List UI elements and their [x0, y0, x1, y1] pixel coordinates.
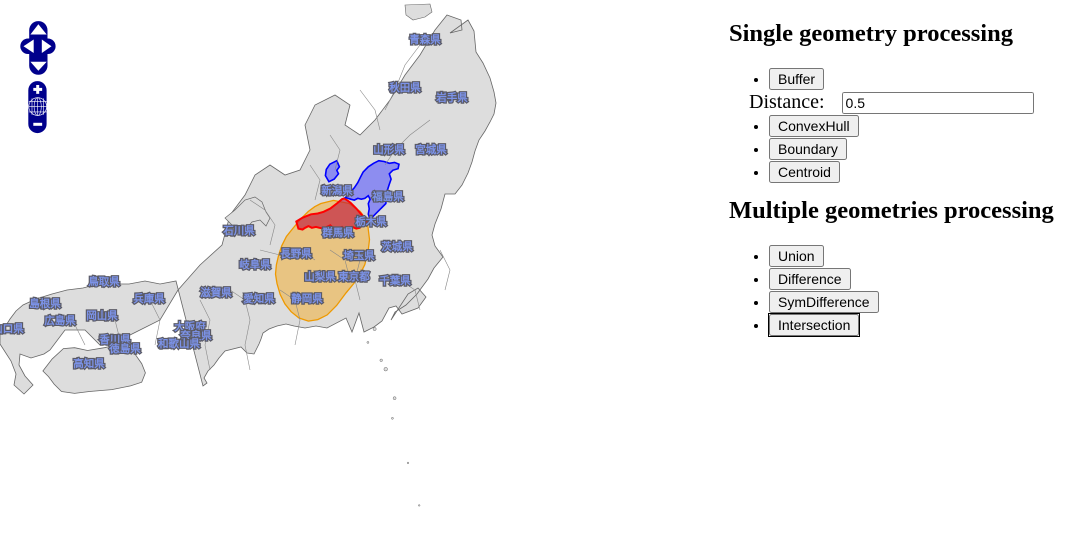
svg-text:山形県: 山形県 [373, 143, 405, 156]
svg-text:栃木県: 栃木県 [355, 215, 387, 228]
svg-text:滋賀県: 滋賀県 [200, 286, 232, 299]
svg-text:東京都: 東京都 [338, 270, 370, 283]
svg-text:千葉県: 千葉県 [379, 274, 411, 287]
svg-text:石川県: 石川県 [222, 225, 255, 237]
svg-text:島根県: 島根県 [29, 297, 61, 310]
svg-text:広島県: 広島県 [44, 314, 76, 327]
svg-text:福島県: 福島県 [371, 190, 404, 203]
svg-text:徳島県: 徳島県 [108, 342, 141, 355]
svg-text:茨城県: 茨城県 [381, 240, 413, 253]
svg-text:山口県: 山口県 [0, 322, 24, 335]
svg-text:岩手県: 岩手県 [435, 91, 468, 104]
svg-text:埼玉県: 埼玉県 [343, 249, 375, 262]
svg-text:宮城県: 宮城県 [415, 143, 447, 156]
svg-text:長野県: 長野県 [280, 248, 312, 260]
svg-text:和歌山県: 和歌山県 [157, 337, 200, 350]
svg-text:鳥取県: 鳥取県 [88, 275, 120, 288]
svg-text:山梨県: 山梨県 [304, 270, 336, 283]
svg-text:青森県: 青森県 [409, 33, 441, 46]
svg-text:兵庫県: 兵庫県 [133, 292, 165, 305]
svg-text:新潟県: 新潟県 [321, 184, 353, 197]
svg-text:愛知県: 愛知県 [243, 292, 275, 305]
svg-text:秋田県: 秋田県 [389, 81, 421, 94]
svg-text:岡山県: 岡山県 [86, 309, 118, 322]
svg-text:岐阜県: 岐阜県 [239, 258, 271, 271]
svg-text:静岡県: 静岡県 [291, 292, 323, 305]
svg-text:群馬県: 群馬県 [322, 226, 354, 239]
svg-text:高知県: 高知県 [73, 357, 105, 370]
